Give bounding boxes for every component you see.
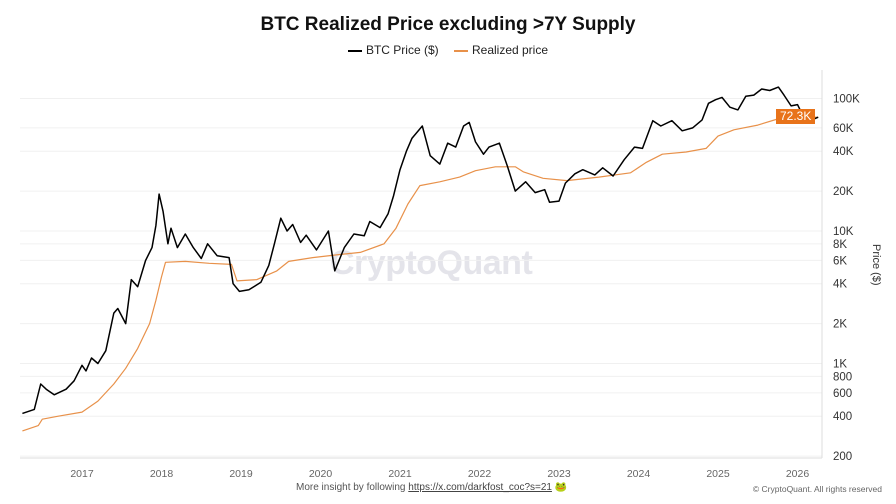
x-tick-label: 2018 <box>150 468 174 480</box>
x-tick-label: 2017 <box>70 468 94 480</box>
footer-text: More insight by following <box>296 482 409 493</box>
legend-label: Realized price <box>471 43 549 57</box>
y-tick-label: 10K <box>833 226 854 238</box>
y-tick-label: 60K <box>833 123 854 135</box>
realized-price-line <box>22 116 819 432</box>
y-tick-label: 100K <box>833 94 860 106</box>
legend: BTC Price ($) Realized price <box>0 43 896 57</box>
y-tick-label: 2K <box>833 319 847 331</box>
legend-label: BTC Price ($) <box>365 43 439 57</box>
y-tick-label: 1K <box>833 359 847 371</box>
x-tick-label: 2026 <box>786 468 810 480</box>
legend-item-realized-price[interactable]: Realized price <box>453 43 549 57</box>
y-tick-label: 600 <box>833 388 852 400</box>
watermark: CryptoQuant <box>330 244 533 282</box>
x-tick-label: 2023 <box>547 468 571 480</box>
y-tick-label: 4K <box>833 279 847 291</box>
frog-emoji-icon: 🐸 <box>554 482 568 493</box>
legend-swatch <box>453 49 468 52</box>
footer-link[interactable]: https://x.com/darkfost_coc?s=21 <box>408 482 552 493</box>
legend-swatch <box>347 49 362 52</box>
last-value-badge: 72.3K <box>776 109 816 124</box>
y-tick-label: 20K <box>833 186 854 198</box>
y-tick-label: 800 <box>833 371 852 383</box>
x-tick-label: 2024 <box>627 468 651 480</box>
y-tick-label: 200 <box>833 451 852 463</box>
legend-item-btc-price[interactable]: BTC Price ($) <box>347 43 439 57</box>
y-tick-label: 40K <box>833 146 854 158</box>
y-tick-label: 6K <box>833 255 847 267</box>
x-tick-label: 2020 <box>309 468 333 480</box>
copyright: © CryptoQuant. All rights reserved <box>752 484 882 494</box>
chart-title: BTC Realized Price excluding >7Y Supply <box>260 14 636 35</box>
y-axis-label: Price ($) <box>870 244 882 286</box>
x-tick-label: 2022 <box>468 468 492 480</box>
btc-price-line <box>22 86 819 415</box>
y-tick-label: 8K <box>833 239 847 251</box>
y-tick-label: 400 <box>833 411 852 423</box>
footer: More insight by following https://x.com/… <box>296 482 567 493</box>
x-tick-label: 2025 <box>706 468 730 480</box>
x-tick-label: 2021 <box>388 468 412 480</box>
x-tick-label: 2019 <box>229 468 253 480</box>
